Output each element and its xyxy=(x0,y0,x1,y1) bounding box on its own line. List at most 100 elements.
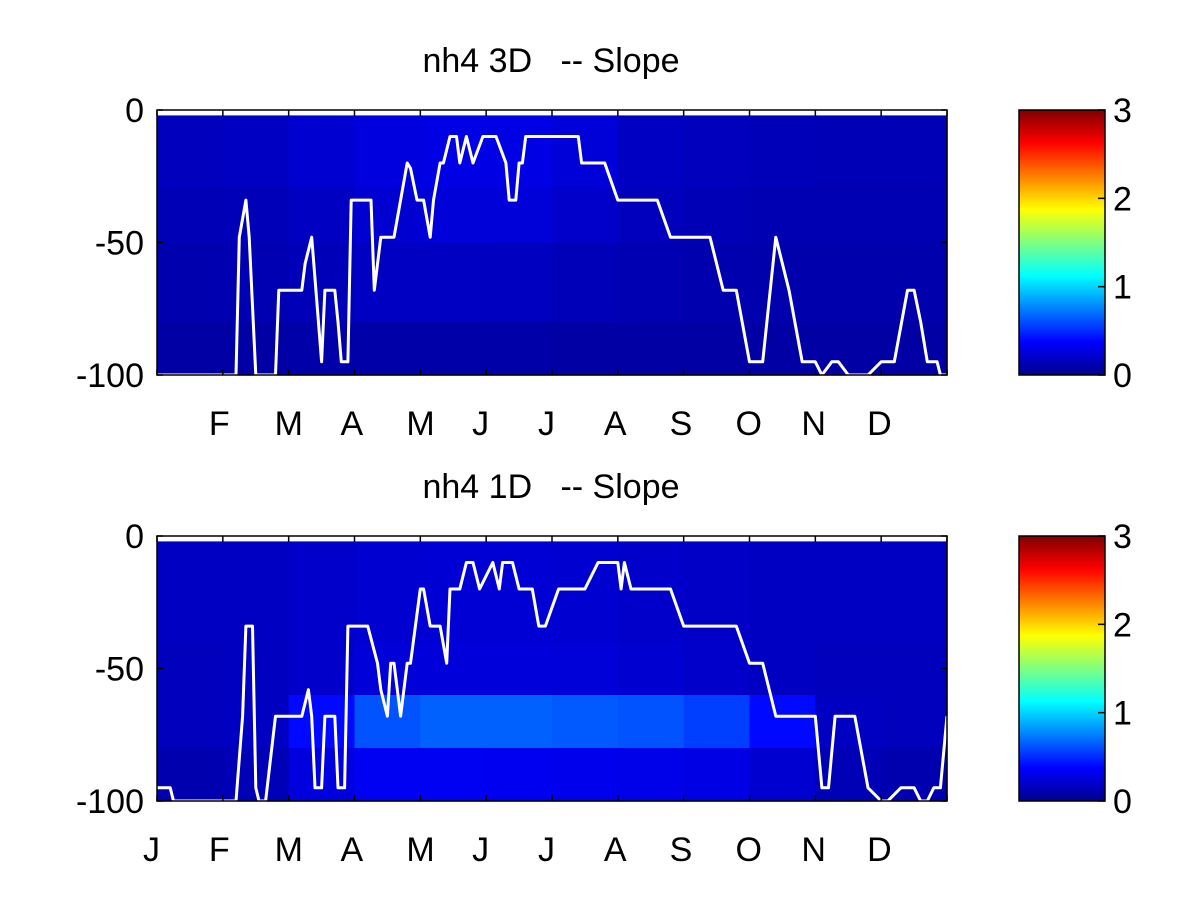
heat-cell xyxy=(617,748,685,802)
colorbar-ticks-top: 0 1 2 3 xyxy=(1098,92,1132,395)
heat-cell xyxy=(815,695,882,749)
colorbar-tick-label: 1 xyxy=(1113,269,1132,307)
colorbar-tick-label: 1 xyxy=(1113,695,1132,733)
heat-cell xyxy=(552,541,619,643)
heat-cell xyxy=(354,186,421,244)
colorbar-tick-label: 2 xyxy=(1113,180,1132,218)
heat-cell xyxy=(420,695,487,749)
x-tick-label: F xyxy=(209,831,230,869)
heat-cell xyxy=(157,322,224,376)
x-tick-label: S xyxy=(670,831,693,869)
colorbar-ticks-bottom: 0 1 2 3 xyxy=(1098,518,1132,821)
x-tick-label: A xyxy=(341,831,364,869)
heat-cell xyxy=(354,242,421,323)
heat-cell xyxy=(749,748,816,802)
x-tick-label: A xyxy=(604,831,627,869)
y-tick-label: 0 xyxy=(125,92,144,130)
y-axis-ticks-top: 0 -50 -100 xyxy=(76,92,947,395)
heat-cell xyxy=(815,115,882,188)
heat-cell xyxy=(157,541,224,643)
heat-cell xyxy=(683,186,751,244)
heat-cell xyxy=(552,115,619,188)
x-tick-label: N xyxy=(801,405,826,443)
heat-cell xyxy=(683,642,751,696)
heat-cell xyxy=(815,322,882,376)
line-series xyxy=(157,135,947,377)
heat-cell xyxy=(683,115,751,188)
heat-cell xyxy=(749,322,816,376)
heat-cell xyxy=(486,695,553,749)
heat-cell xyxy=(815,642,882,696)
heat-cell xyxy=(749,642,816,696)
heat-cell xyxy=(881,242,948,323)
heat-cell xyxy=(486,748,553,802)
heat-cell xyxy=(749,541,816,643)
colorbar-bottom xyxy=(1018,535,1106,802)
colorbar-tick-label: 0 xyxy=(1113,357,1132,395)
heat-cell xyxy=(157,242,224,323)
line-bottom xyxy=(157,561,949,803)
heat-cell xyxy=(354,115,421,188)
heat-cell xyxy=(420,322,487,376)
heat-cell xyxy=(815,748,882,802)
x-tick-label: M xyxy=(406,405,434,443)
colorbar-tick-label: 3 xyxy=(1113,92,1132,130)
heat-cell xyxy=(288,115,356,188)
heat-cell xyxy=(552,186,619,244)
y-tick-label: -50 xyxy=(95,225,144,263)
heat-cell xyxy=(617,186,685,244)
x-tick-label: S xyxy=(670,405,693,443)
heat-cell xyxy=(881,115,948,188)
heat-cell xyxy=(288,242,356,323)
heat-cell xyxy=(683,695,751,749)
heat-cell xyxy=(222,186,290,244)
x-tick-label: J xyxy=(472,405,489,443)
heat-cell xyxy=(683,748,751,802)
heat-cell xyxy=(354,748,421,802)
heatmap-bottom xyxy=(157,536,948,802)
x-tick-label: J xyxy=(538,831,555,869)
heat-cell xyxy=(881,642,948,696)
heat-cell xyxy=(683,322,751,376)
x-tick-label: O xyxy=(736,405,762,443)
heat-cell xyxy=(222,541,290,643)
heat-cell xyxy=(552,322,619,376)
y-tick-label: 0 xyxy=(125,518,144,556)
y-axis-ticks-bottom: 0 -50 -100 xyxy=(76,518,947,821)
heat-cell xyxy=(881,186,948,244)
y-tick-label: -100 xyxy=(76,783,144,821)
heat-cell xyxy=(157,695,224,749)
heat-cell xyxy=(420,642,487,696)
heat-cell xyxy=(881,541,948,643)
heat-cell xyxy=(749,115,816,188)
chart-title-top: nh4 3D -- Slope xyxy=(422,42,679,80)
x-tick-label: O xyxy=(736,831,762,869)
y-tick-label: -50 xyxy=(95,651,144,689)
heat-cell xyxy=(552,748,619,802)
heat-cell xyxy=(815,242,882,323)
heat-cell xyxy=(354,642,421,696)
heat-cell xyxy=(617,322,685,376)
x-tick-label: A xyxy=(604,405,627,443)
heat-cell xyxy=(881,748,948,802)
x-tick-label: A xyxy=(341,405,364,443)
heat-cell xyxy=(420,242,487,323)
y-tick-label: -100 xyxy=(76,357,144,395)
chart-title-bottom: nh4 1D -- Slope xyxy=(422,468,679,506)
heat-cell xyxy=(552,695,619,749)
heat-cell xyxy=(354,322,421,376)
x-tick-label: J xyxy=(143,831,160,869)
heat-cell xyxy=(749,242,816,323)
heat-cell xyxy=(617,115,685,188)
heat-cell xyxy=(288,695,356,749)
heat-cell xyxy=(617,242,685,323)
heat-cell xyxy=(486,322,553,376)
heat-cell xyxy=(420,748,487,802)
heat-cell xyxy=(420,115,487,188)
heat-cell xyxy=(288,642,356,696)
heat-cell xyxy=(552,242,619,323)
colorbar-top xyxy=(1018,109,1106,376)
heat-cell xyxy=(749,186,816,244)
